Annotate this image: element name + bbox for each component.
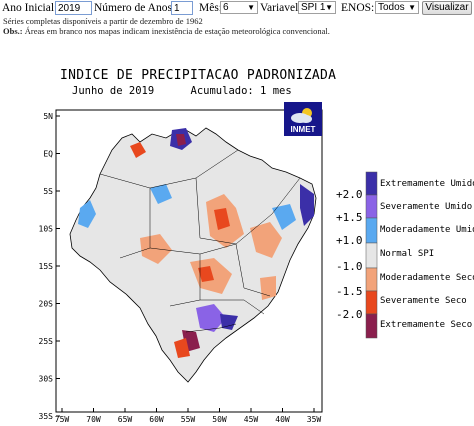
- variavel-select[interactable]: SPI 1 ▼: [298, 1, 336, 14]
- lon-label: 45W: [244, 415, 259, 424]
- variavel-select-value: SPI 1: [301, 2, 326, 13]
- extreme-wet-area: [300, 184, 314, 226]
- mes-select-value: 6: [223, 2, 229, 13]
- inmet-logo: INMET: [284, 102, 322, 136]
- legend-swatch: [365, 313, 378, 339]
- legend-colorbar: [365, 171, 378, 339]
- moderate-dry-area: [140, 234, 172, 264]
- moderate-dry-area: [250, 222, 282, 258]
- mes-select[interactable]: 6 ▼: [220, 1, 258, 14]
- lon-label: 65W: [118, 415, 133, 424]
- map-subtitle: Junho de 2019 Acumulado: 1 mes: [72, 85, 322, 97]
- lat-label: 20S: [39, 300, 54, 309]
- legend-tick: -1.0: [336, 260, 363, 273]
- legend-label: Extremamente Umido: [380, 179, 474, 189]
- lat-label: 30S: [39, 375, 54, 384]
- legend-label: Severamente Umido: [380, 202, 473, 212]
- severe-dry-area: [214, 208, 230, 230]
- lon-axis: 75W 70W 65W 60W 55W 50W 45W 40W 35W: [55, 408, 322, 424]
- legend-label: Normal SPI: [380, 249, 435, 259]
- legend-tick: -2.0: [336, 308, 363, 321]
- enos-select-value: Todos: [378, 2, 405, 13]
- legend-label: Severamente Seco: [380, 296, 467, 306]
- lon-label: 75W: [55, 415, 70, 424]
- enos-label: ENOS:: [341, 2, 375, 14]
- obs-label: Obs.:: [3, 26, 23, 36]
- num-anos-input[interactable]: [171, 1, 193, 15]
- obs-note: Obs.: Áreas em branco nos mapas indicam …: [3, 26, 330, 36]
- map-accum: Acumulado: 1 mes: [190, 85, 292, 97]
- chevron-down-icon: ▼: [247, 3, 255, 12]
- lon-label: 50W: [212, 415, 227, 424]
- enos-select[interactable]: Todos ▼: [375, 1, 419, 14]
- moderate-wet-area: [150, 184, 172, 204]
- filter-form: Ano Inicial: Número de Anos: Mês: 6 ▼ Va…: [2, 1, 474, 15]
- moderate-dry-area: [260, 276, 276, 300]
- severe-dry-area: [174, 338, 190, 358]
- lat-axis: 5N EQ 5S 10S 15S 20S 25S 30S 35S: [39, 112, 60, 421]
- lat-label: 35S: [39, 412, 54, 421]
- legend-swatch: [365, 267, 378, 292]
- legend-swatch: [365, 242, 378, 269]
- ano-inicial-label: Ano Inicial:: [2, 2, 58, 14]
- legend-tick: -1.5: [336, 285, 363, 298]
- legend-tick: +1.5: [336, 211, 363, 224]
- legend-label: Moderadamente Seco: [380, 273, 474, 283]
- legend-swatch: [365, 290, 378, 315]
- ano-inicial-input[interactable]: [55, 1, 92, 15]
- moderate-wet-area: [272, 204, 296, 230]
- legend-swatch: [365, 217, 378, 244]
- legend-tick: +2.0: [336, 188, 363, 201]
- lat-label: 15S: [39, 262, 54, 271]
- lat-label: 5N: [43, 112, 53, 121]
- state-borders: [99, 149, 301, 333]
- moderate-wet-area: [78, 200, 96, 228]
- lon-label: 60W: [149, 415, 164, 424]
- lat-label: 10S: [39, 225, 54, 234]
- obs-text: Áreas em branco nos mapas indicam inexis…: [24, 26, 330, 36]
- spi-map-figure: INDICE DE PRECIPITACAO PADRONIZADA Junho…: [0, 38, 474, 426]
- severe-dry-area: [130, 142, 146, 158]
- chevron-down-icon: ▼: [325, 3, 333, 12]
- legend-label: Moderadamente Umido: [380, 225, 474, 235]
- lat-label: 25S: [39, 337, 54, 346]
- num-anos-label: Número de Anos:: [94, 2, 176, 14]
- mes-label: Mês:: [199, 2, 222, 14]
- chevron-down-icon: ▼: [408, 3, 416, 12]
- series-note: Séries completas disponíveis a partir de…: [3, 16, 203, 26]
- lat-label: EQ: [43, 150, 53, 159]
- map-title: INDICE DE PRECIPITACAO PADRONIZADA: [60, 68, 337, 83]
- extreme-dry-area: [176, 134, 186, 146]
- lon-label: 55W: [181, 415, 196, 424]
- lon-label: 35W: [307, 415, 322, 424]
- map-period: Junho de 2019: [72, 85, 155, 97]
- lon-label: 70W: [86, 415, 101, 424]
- extreme-wet-area: [220, 314, 238, 330]
- lon-label: 40W: [275, 415, 290, 424]
- legend-swatch: [365, 171, 378, 196]
- legend-swatch: [365, 194, 378, 219]
- legend-label: Extremamente Seco: [380, 320, 473, 330]
- severe-dry-area: [198, 266, 214, 282]
- variavel-label: Variavel:: [260, 2, 302, 14]
- legend-tick: +1.0: [336, 234, 363, 247]
- severe-wet-area: [196, 304, 226, 332]
- lat-label: 5S: [43, 187, 53, 196]
- cloud-sun-icon: [291, 108, 312, 123]
- inmet-logo-text: INMET: [290, 125, 316, 134]
- spi-map: 5N EQ 5S 10S 15S 20S 25S 30S 35S 75W 70W 65W 60W 55W…: [39, 109, 378, 424]
- visualizar-button[interactable]: Visualizar: [422, 1, 472, 15]
